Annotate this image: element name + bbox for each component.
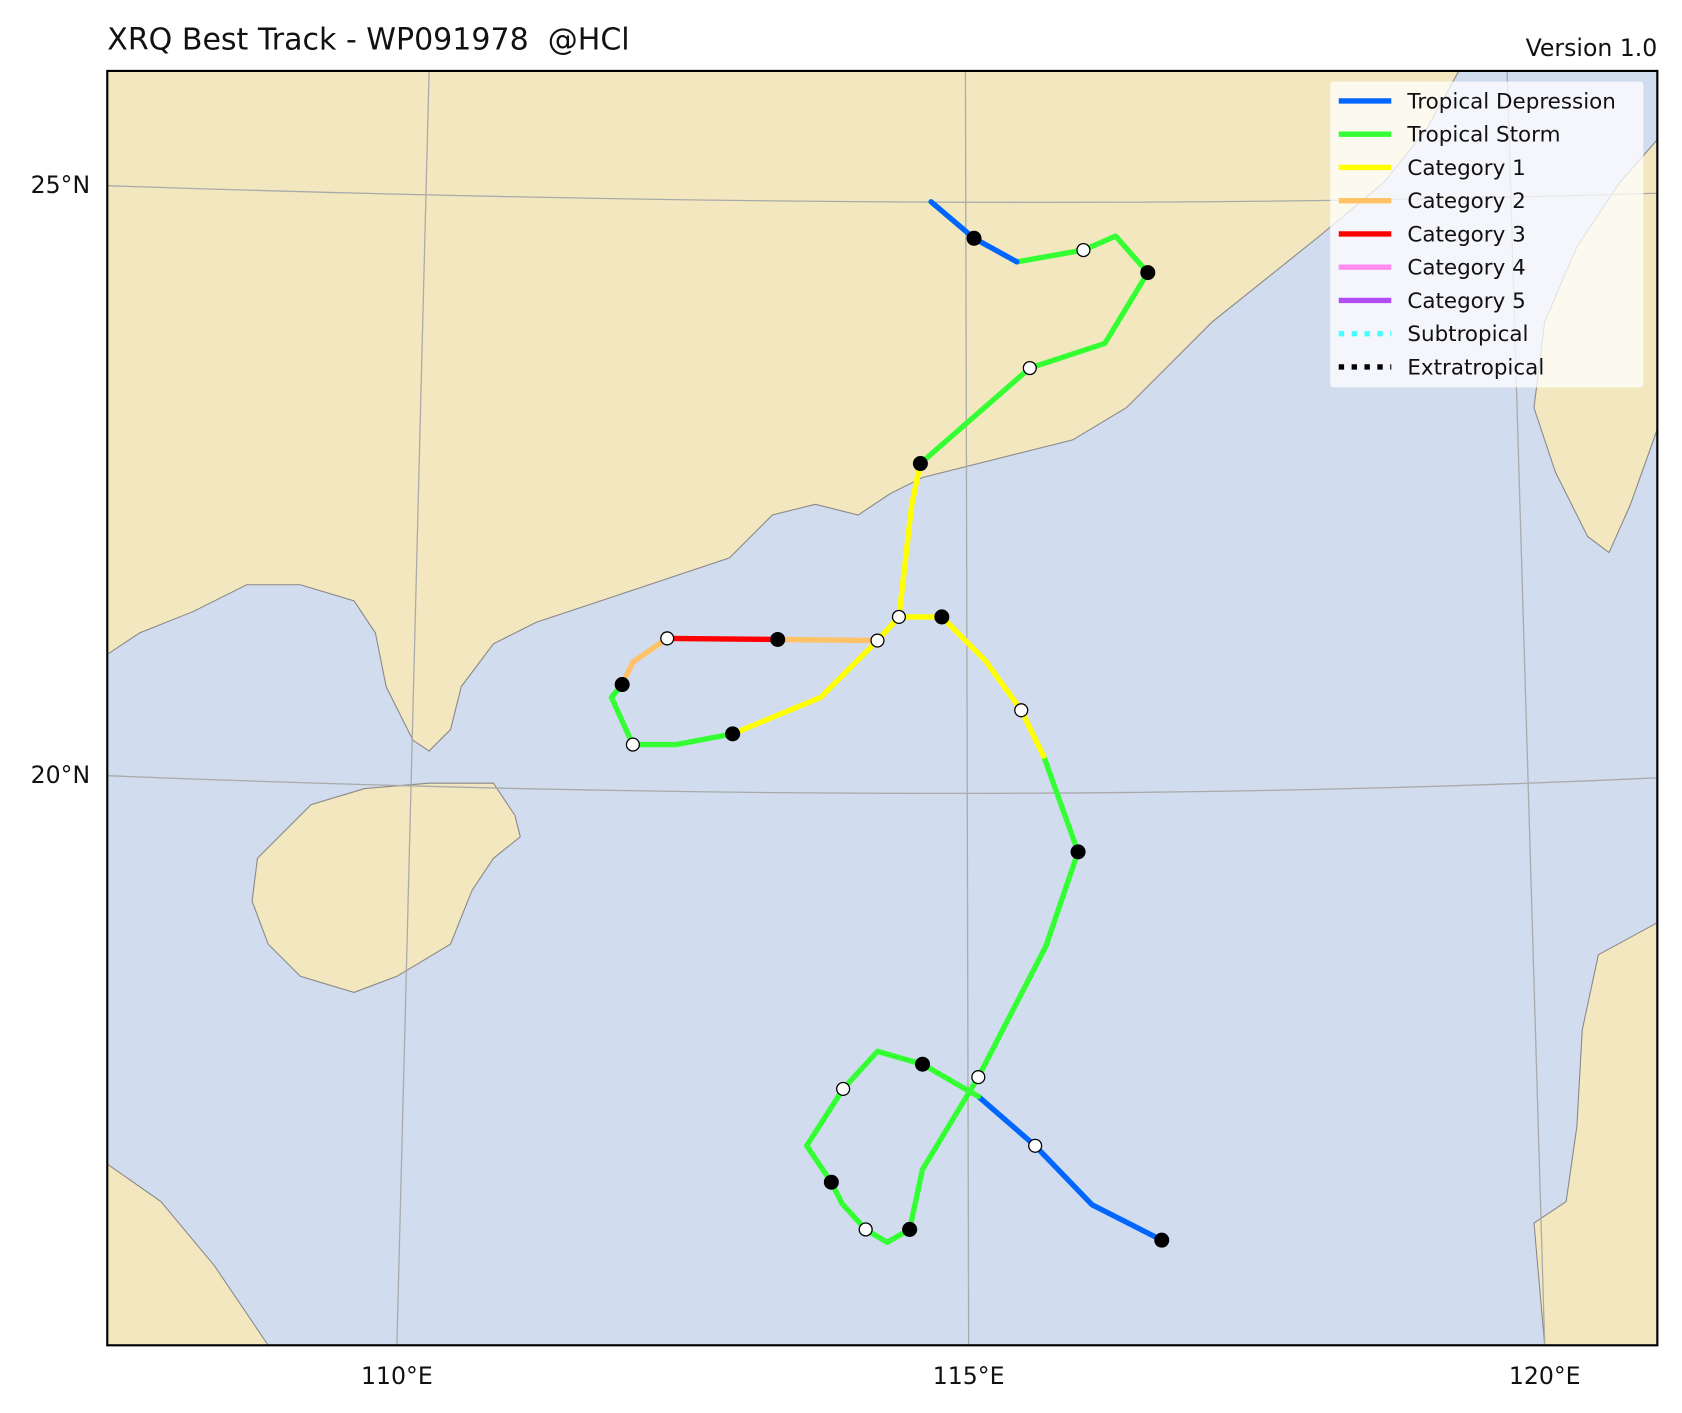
- track-point: [1154, 1232, 1170, 1248]
- x-axis-label: 120°E: [1509, 1362, 1581, 1390]
- version: Version 1.0: [1526, 34, 1658, 62]
- x-axis-label: 115°E: [933, 1362, 1005, 1390]
- track-point: [1070, 844, 1086, 860]
- legend-label: Category 1: [1407, 156, 1525, 181]
- legend-label: Subtropical: [1407, 322, 1528, 347]
- track-point: [934, 609, 950, 625]
- track-point: [1014, 703, 1029, 718]
- track-point: [858, 1222, 873, 1237]
- track-segment: [619, 635, 670, 688]
- legend-label: Extratropical: [1407, 355, 1544, 380]
- title: XRQ Best Track - WP091978 @HCl: [107, 22, 629, 57]
- grid-line: [964, 70, 970, 1346]
- track-points: [614, 230, 1170, 1248]
- track-point: [770, 631, 786, 647]
- legend: Tropical Depression Tropical Storm Categor…: [1330, 81, 1644, 388]
- track-point: [1076, 242, 1091, 258]
- luzon: [1533, 922, 1658, 1346]
- track-point: [891, 609, 907, 625]
- track-point: [1022, 360, 1037, 376]
- track-segment: [775, 636, 881, 644]
- y-axis-label: 25°N: [31, 171, 90, 199]
- x-axis-label: 110°E: [361, 1362, 433, 1390]
- track-point: [836, 1081, 851, 1096]
- track-point: [966, 230, 982, 246]
- track-point: [971, 1070, 986, 1085]
- track-segment: [896, 460, 924, 620]
- legend-label: Category 3: [1407, 222, 1525, 247]
- vietnam: [107, 1163, 269, 1346]
- track-segment: [664, 635, 781, 643]
- legend-label: Category 2: [1407, 189, 1525, 214]
- track-point: [614, 677, 630, 693]
- track-point: [660, 631, 675, 646]
- track-point: [915, 1056, 931, 1072]
- legend-label: Category 4: [1407, 256, 1525, 281]
- grid-line: [107, 775, 1658, 795]
- track-point: [1140, 265, 1156, 281]
- track-point: [625, 737, 640, 752]
- track-segment: [975, 1093, 1165, 1243]
- legend-label: Category 5: [1407, 289, 1525, 314]
- track-point: [823, 1174, 839, 1190]
- y-axis-label: 20°N: [31, 761, 90, 789]
- legend-label: Tropical Storm: [1406, 123, 1560, 148]
- track-point: [1028, 1138, 1043, 1153]
- frame: [106, 69, 1659, 1347]
- track-point: [912, 456, 928, 472]
- track-point: [902, 1221, 918, 1237]
- track-point: [870, 633, 885, 648]
- track-point: [725, 726, 741, 742]
- track-segment: [729, 614, 1047, 760]
- legend-label: Tropical Depression: [1406, 89, 1616, 114]
- legend-box: [1330, 81, 1644, 388]
- grid-line: [396, 70, 430, 1346]
